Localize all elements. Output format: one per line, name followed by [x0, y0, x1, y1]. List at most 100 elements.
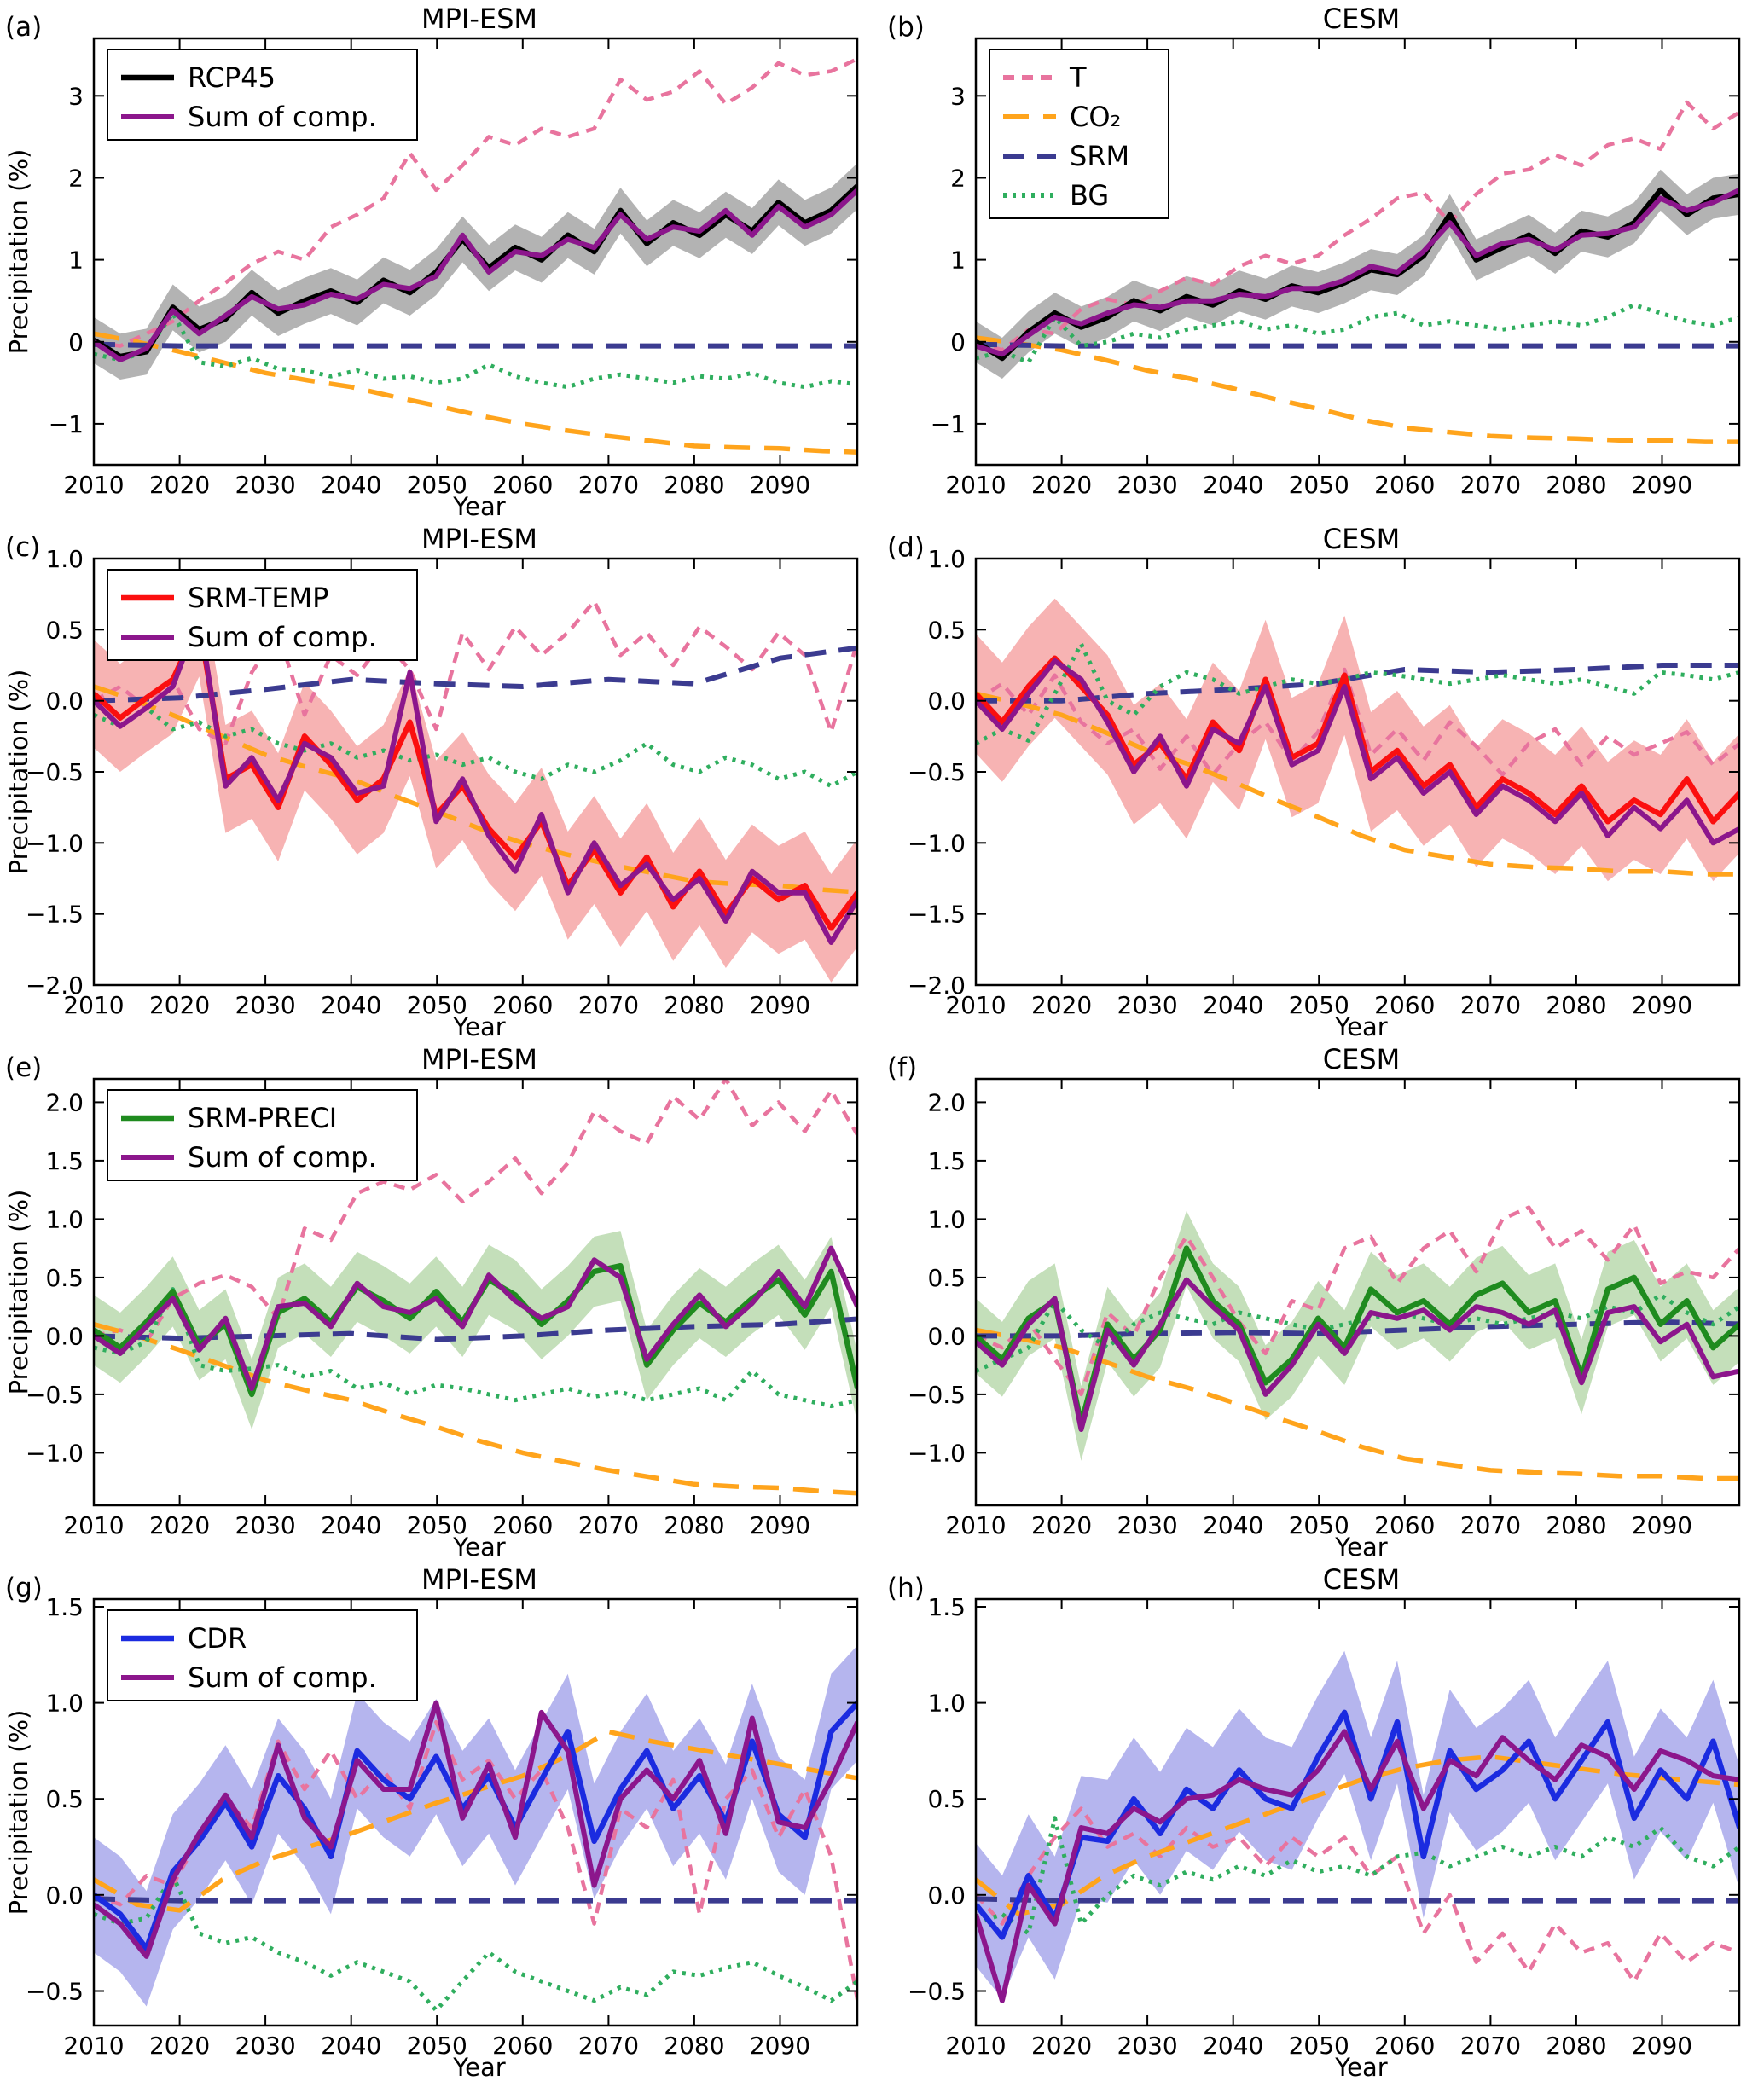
legend: RCP45 Sum of comp.	[107, 49, 418, 141]
series-sum-line	[94, 1700, 857, 1959]
x-tick-label: 2080	[1546, 471, 1606, 499]
series-CO2-line	[94, 1322, 857, 1496]
y-tick-label: 1.5	[927, 1147, 966, 1175]
x-tick-label: 2040	[321, 471, 381, 499]
y-axis-ticks: 2.0 1.5 1.0 0.5 0.0 −0.5 −1.0	[26, 1088, 857, 1467]
x-axis-ticks: 2010 2020 2030 2040 2050 2060 2070 2080 2090	[63, 1079, 810, 1539]
y-tick-label: −0.5	[26, 758, 84, 786]
axes-frame	[974, 1077, 1741, 1507]
x-tick-label: 2030	[1117, 2032, 1177, 2060]
panel-letter: (e)	[5, 1052, 42, 1083]
series-SRM-line	[976, 341, 1739, 349]
y-tick-label: 2.0	[927, 1088, 966, 1116]
x-axis-ticks: 2010 2020 2030 2040 2050 2060 2070 2080 2090	[63, 38, 810, 499]
x-tick-label: 2060	[492, 991, 553, 1019]
series-SRM-line	[94, 1896, 857, 1904]
x-axis-label: Year	[452, 2053, 505, 2081]
y-tick-label: −1.5	[26, 901, 84, 929]
plot-area: 2010 2020 2030 2040 2050 2060 2070 2080 20901.51…	[908, 1593, 1741, 2060]
legend: SRM-TEMP Sum of comp.	[107, 569, 418, 661]
series-sum-line	[976, 1729, 1739, 2003]
panel-letter: (g)	[5, 1573, 43, 1603]
plot-area: 2010 2020 2030 2040 2050 2060 2070 2080 2090 2.0 1…	[908, 1077, 1741, 1539]
legend-item-label: Sum of comp.	[188, 621, 377, 653]
y-tick-label: 0	[68, 328, 84, 356]
legend-item-label: BG	[1070, 179, 1109, 212]
x-tick-label: 2020	[149, 2032, 210, 2060]
panel-title: CESM	[1323, 1563, 1400, 1596]
x-tick-label: 2060	[492, 2032, 553, 2060]
series-main-band	[94, 1645, 857, 2007]
y-axis-ticks: 1.5 1.0 0.5 0.0 −0.5	[26, 1593, 857, 2006]
y-tick-label: −0.5	[908, 1381, 966, 1409]
panel-f-chart: (f) CESM Year 2010 2020 2030 2040 2050 2060 20…	[887, 1043, 1741, 1561]
series-T-line	[94, 56, 857, 348]
plot-area: 2010 2020 2030 2040 2050 2060 2070 2080 2090 2.0 1…	[26, 1077, 859, 1539]
x-tick-label: 2030	[235, 2032, 295, 2060]
axes-frame	[92, 1597, 859, 2027]
legend-item-label: Sum of comp.	[188, 101, 377, 133]
plot-series	[94, 568, 857, 983]
series-main-band	[94, 163, 857, 380]
y-tick-label: 1	[68, 246, 84, 275]
x-axis-ticks: 2010 2020 2030 2040 2050 2060 2070 2080 2090	[63, 1599, 810, 2060]
x-axis-label: Year	[452, 1012, 505, 1040]
y-tick-label: −1	[931, 410, 966, 438]
x-tick-label: 2080	[1546, 2032, 1606, 2060]
series-sum-line	[976, 188, 1739, 357]
x-tick-label: 2040	[321, 991, 381, 1019]
panel-f: (f) CESM Year 2010 2020 2030 2040 2050 2060 20…	[882, 1040, 1764, 1561]
x-tick-label: 2010	[945, 471, 1006, 499]
y-tick-label: 0.5	[45, 1785, 84, 1813]
y-tick-label: 0	[950, 328, 966, 356]
legend-item-label: CO₂	[1070, 101, 1121, 133]
y-axis-ticks: 3 2 1 0 −1	[931, 82, 1739, 438]
panel-title: MPI-ESM	[421, 1563, 537, 1596]
y-tick-label: 0.5	[927, 616, 966, 644]
series-CO2-line	[976, 1327, 1739, 1481]
y-tick-label: 2	[950, 165, 966, 193]
panel-a-chart: (a) MPI-ESM Precipitation (%) Year 2010 2…	[4, 3, 859, 520]
panel-title: MPI-ESM	[421, 1043, 537, 1075]
panel-letter: (f)	[887, 1052, 917, 1083]
x-tick-label: 2070	[578, 991, 639, 1019]
plot-series	[94, 1079, 857, 1496]
panel-g: (g) MPI-ESM Precipitation (%) Year 2010 2…	[0, 1561, 882, 2081]
series-main-band	[94, 568, 857, 983]
y-tick-label: 1.0	[927, 1205, 966, 1233]
plot-series	[976, 598, 1739, 882]
series-BG-line	[976, 1816, 1739, 1936]
y-tick-label: 3	[68, 82, 84, 110]
y-tick-label: −1.0	[26, 1439, 84, 1467]
x-tick-label: 2070	[1460, 1511, 1521, 1539]
panel-letter: (b)	[887, 12, 925, 43]
panel-letter: (d)	[887, 532, 925, 563]
legend-item-label: RCP45	[188, 61, 276, 94]
y-tick-label: 1	[950, 246, 966, 275]
y-tick-label: 0.5	[927, 1264, 966, 1292]
x-tick-label: 2010	[63, 991, 124, 1019]
x-tick-label: 2060	[492, 471, 553, 499]
legend-item-label: SRM-PRECI	[188, 1102, 337, 1134]
x-axis-ticks: 2010 2020 2030 2040 2050 2060 2070 2080 2090	[63, 559, 810, 1019]
series-main-band	[94, 1231, 857, 1429]
y-tick-label: 1.0	[927, 545, 966, 573]
panel-a: (a) MPI-ESM Precipitation (%) Year 2010 2…	[0, 0, 882, 520]
panel-letter: (a)	[5, 12, 42, 43]
panel-b-chart: (b) CESM 2010 2020 2030 2040 2050 2060 2070 208…	[887, 3, 1741, 499]
plot-series	[94, 1645, 857, 2013]
y-axis-label: Precipitation (%)	[4, 1710, 33, 1916]
series-sum-line	[94, 1245, 857, 1391]
y-axis-ticks: 1.0 0.5 0.0 −0.5 −1.0 −1.5 −2.0	[26, 545, 857, 1000]
series-T-line	[976, 100, 1739, 352]
x-axis-ticks: 2010 2020 2030 2040 2050 2060 2070 2080 2090	[945, 1599, 1692, 2060]
x-tick-label: 2090	[1632, 991, 1692, 1019]
x-tick-label: 2070	[578, 1511, 639, 1539]
x-tick-label: 2060	[1374, 991, 1435, 1019]
panel-e: (e) MPI-ESM Precipitation (%) Year 2010 2…	[0, 1040, 882, 1561]
x-tick-label: 2040	[321, 1511, 381, 1539]
panel-d: (d) CESM Year 2010 2020 2030 2040 2050 2060 20…	[882, 520, 1764, 1040]
panel-h: (h) CESM Year 2010 2020 2030 2040 2050 2060 20…	[882, 1561, 1764, 2081]
x-tick-label: 2050	[1289, 471, 1349, 499]
series-SRM-line	[976, 1896, 1739, 1904]
